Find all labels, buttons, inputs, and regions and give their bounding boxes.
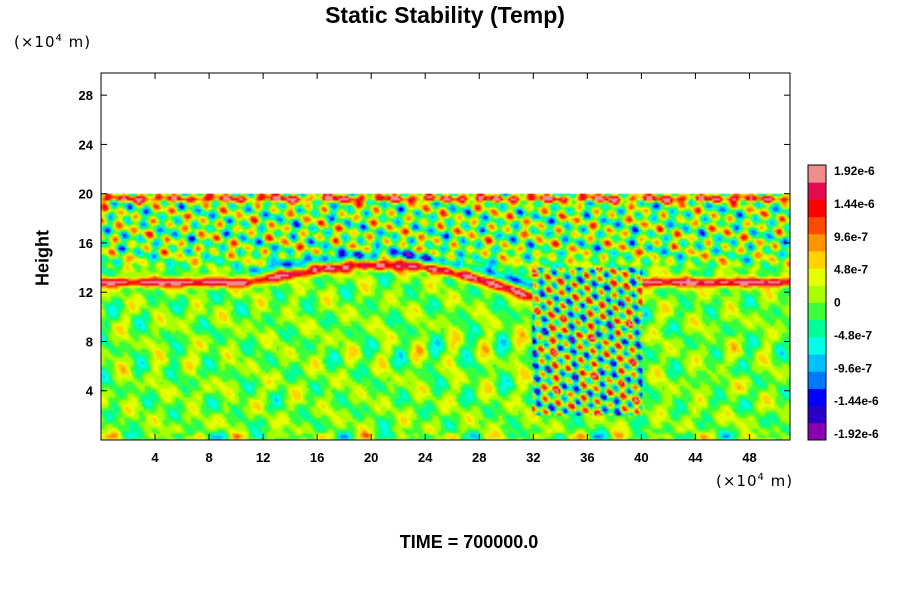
colorbar-swatch <box>808 268 826 286</box>
colorbar-tick-label: 0 <box>834 296 841 310</box>
x-axis-unit-label: (×104 m) <box>716 472 794 490</box>
colorbar-swatch <box>808 371 826 389</box>
y-axis-unit-label: (×104 m) <box>14 33 92 51</box>
colorbar-tick-label: -1.92e-6 <box>834 427 879 441</box>
x-tick-label: 48 <box>742 450 756 465</box>
colorbar-swatch <box>808 336 826 355</box>
colorbar-tick-label: -1.44e-6 <box>834 394 879 408</box>
colorbar-swatch <box>808 233 826 252</box>
x-tick-label: 40 <box>634 450 648 465</box>
colorbar-tick-label: 9.6e-7 <box>834 230 868 244</box>
colorbar-swatch <box>808 165 826 183</box>
x-tick-label: 32 <box>526 450 540 465</box>
x-tick-label: 12 <box>256 450 270 465</box>
colorbar-swatch <box>808 250 826 269</box>
colorbar-swatch <box>808 302 826 321</box>
x-tick-label: 8 <box>205 450 212 465</box>
y-tick-label: 8 <box>86 334 93 349</box>
y-tick-label: 12 <box>79 285 93 300</box>
chart-title: Static Stability (Temp) <box>325 2 565 28</box>
colorbar-swatch <box>808 319 826 338</box>
colorbar-tick-label: 1.92e-6 <box>834 164 875 178</box>
colorbar-swatch <box>808 405 826 424</box>
x-tick-label: 16 <box>310 450 324 465</box>
x-tick-label: 44 <box>688 450 703 465</box>
y-tick-label: 16 <box>79 236 93 251</box>
time-label: TIME = 700000.0 <box>399 532 539 552</box>
x-tick-label: 4 <box>151 450 159 465</box>
colorbar-swatch <box>808 199 826 218</box>
y-tick-label: 4 <box>86 384 94 399</box>
colorbar-swatch <box>808 354 826 372</box>
colorbar-tick-label: -9.6e-7 <box>834 361 872 375</box>
colorbar-frame <box>807 164 827 441</box>
y-tick-label: 28 <box>79 88 93 103</box>
colorbar-swatch <box>808 388 826 407</box>
x-tick-label: 20 <box>364 450 378 465</box>
x-tick-label: 28 <box>472 450 486 465</box>
y-tick-label: 24 <box>79 137 94 152</box>
plot-frame <box>100 72 791 441</box>
colorbar-tick-label: 1.44e-6 <box>834 197 875 211</box>
y-tick-label: 20 <box>79 187 93 202</box>
colorbar-tick-label: 4.8e-7 <box>834 263 868 277</box>
colorbar-tick-label: -4.8e-7 <box>834 328 872 342</box>
colorbar-swatch <box>808 216 826 235</box>
x-tick-label: 36 <box>580 450 594 465</box>
colorbar-swatch <box>808 285 826 303</box>
colorbar-swatch <box>808 182 826 200</box>
x-tick-label: 24 <box>418 450 433 465</box>
colorbar-swatch <box>808 422 826 441</box>
field-heatmap <box>101 193 790 440</box>
